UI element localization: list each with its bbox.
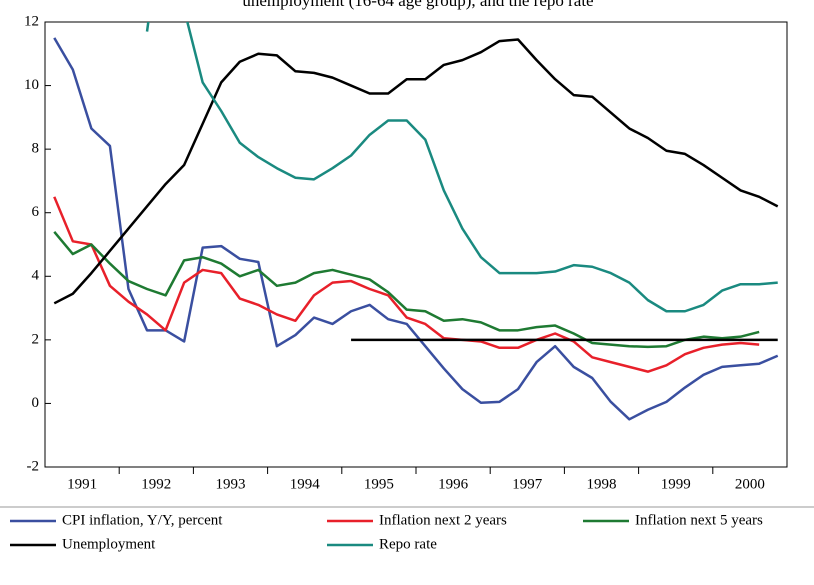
- x-tick-label: 1999: [661, 476, 691, 492]
- series-line: [145, 22, 778, 313]
- x-tick-label: 2000: [735, 476, 765, 492]
- x-tick-label: 1993: [216, 476, 246, 492]
- x-tick-label: 1994: [290, 476, 321, 492]
- legend-label: Inflation next 5 years: [635, 512, 763, 528]
- y-tick-label: 8: [32, 141, 40, 157]
- x-tick-label: 1995: [364, 476, 394, 492]
- x-tick-label: 1996: [438, 476, 469, 492]
- series-line: [53, 37, 779, 421]
- series-line: [53, 196, 760, 373]
- series-line: [53, 38, 779, 305]
- y-tick-label: 2: [32, 331, 40, 347]
- legend-label: CPI inflation, Y/Y, percent: [62, 512, 223, 528]
- y-tick-label: 4: [32, 268, 40, 284]
- y-tick-label: 6: [32, 204, 40, 220]
- series-line: [53, 230, 760, 349]
- x-tick-label: 1991: [67, 476, 97, 492]
- x-tick-label: 1992: [141, 476, 171, 492]
- y-tick-label: -2: [27, 458, 40, 474]
- y-tick-label: 12: [24, 13, 39, 29]
- x-tick-label: 1998: [587, 476, 617, 492]
- y-tick-label: 10: [24, 77, 39, 93]
- plot-frame: [44, 21, 788, 468]
- plot-area: [53, 22, 779, 421]
- y-tick-label: 0: [32, 395, 40, 411]
- legend-label: Repo rate: [379, 536, 437, 552]
- legend-label: Unemployment: [62, 536, 156, 552]
- x-tick-label: 1997: [512, 476, 543, 492]
- chart-title: unemployment (16-64 age group), and the …: [242, 0, 593, 10]
- legend-label: Inflation next 2 years: [379, 512, 507, 528]
